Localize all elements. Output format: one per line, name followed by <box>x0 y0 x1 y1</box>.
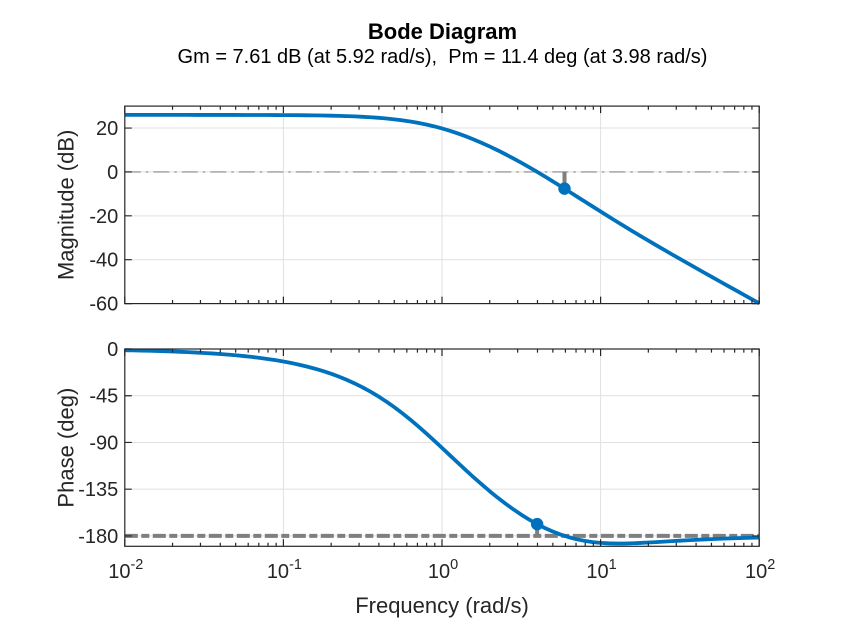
magnitude-y-tick-label: -60 <box>89 294 118 316</box>
x-tick-label: 10-2 <box>108 557 143 583</box>
figure-subtitle-margins: Gm = 7.61 dB (at 5.92 rad/s), Pm = 11.4 … <box>177 46 708 68</box>
phase-y-tick-label: -180 <box>78 526 118 548</box>
x-tick-label: 10-1 <box>267 557 302 583</box>
magnitude-plot-panel: 20 0 -20 -40 -60 <box>89 105 761 316</box>
magnitude-y-tick-label: -20 <box>89 206 118 228</box>
x-tick-label: 102 <box>745 557 775 583</box>
phase-y-tick-label: -135 <box>78 479 118 501</box>
magnitude-axis-label: Magnitude (dB) <box>54 130 79 280</box>
phase-plot-panel: 0 -45 -90 -135 -180 10-2 10-1 100 101 102 <box>78 339 775 583</box>
x-tick-label: 101 <box>586 557 616 583</box>
phase-response-curve <box>124 348 760 546</box>
figure-title: Bode Diagram <box>367 19 518 44</box>
magnitude-y-tick-label: 20 <box>96 118 118 140</box>
phase-y-tick-label: -90 <box>89 432 118 454</box>
magnitude-grid-lines <box>124 106 760 304</box>
phase-y-tick-label: -45 <box>89 386 118 408</box>
magnitude-axes-box <box>124 105 760 305</box>
phase-margin-marker-dot <box>530 517 544 531</box>
x-tick-label: 100 <box>428 557 458 583</box>
phase-y-tick-label: 0 <box>107 339 118 361</box>
magnitude-y-tick-label: -40 <box>89 250 118 272</box>
phase-axis-label: Phase (deg) <box>54 388 79 508</box>
gain-margin-marker-dot <box>558 182 571 195</box>
magnitude-y-tick-label: 0 <box>107 162 118 184</box>
phase-axes-box <box>124 348 760 547</box>
magnitude-response-curve <box>124 113 761 305</box>
x-axis-label: Frequency (rad/s) <box>355 593 529 618</box>
